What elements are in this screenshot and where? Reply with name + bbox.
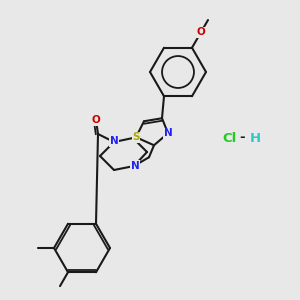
Text: H: H bbox=[250, 131, 261, 145]
Text: O: O bbox=[92, 115, 100, 125]
Text: N: N bbox=[110, 136, 118, 146]
Text: Cl: Cl bbox=[222, 131, 236, 145]
Text: -: - bbox=[239, 131, 245, 145]
Text: N: N bbox=[130, 161, 140, 171]
Text: O: O bbox=[196, 27, 206, 37]
Text: S: S bbox=[132, 132, 140, 142]
Text: N: N bbox=[164, 128, 172, 138]
